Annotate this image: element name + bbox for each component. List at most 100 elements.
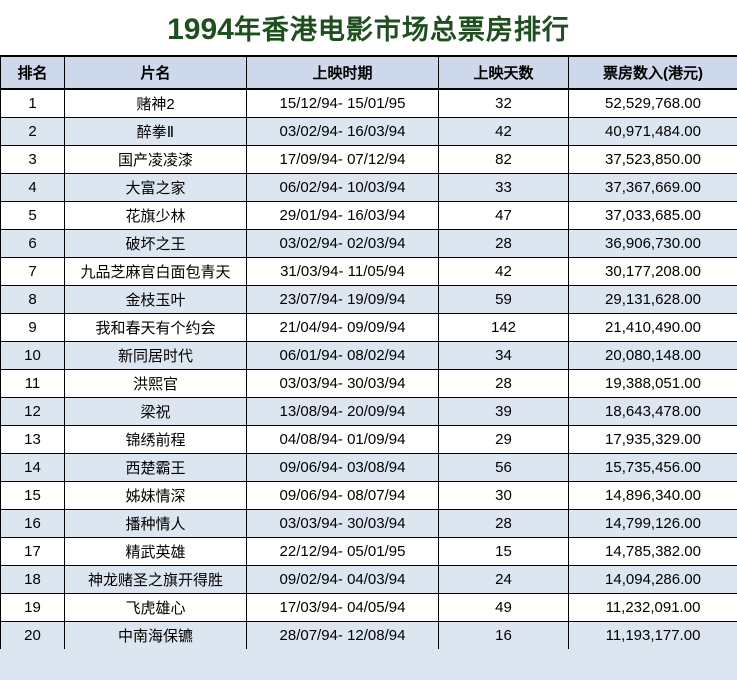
days-shown-cell: 142: [438, 313, 569, 342]
table-body: 1 赌神2 15/12/94- 15/01/95 32 52,529,768.0…: [0, 88, 737, 649]
film-title-cell: 金枝玉叶: [64, 285, 247, 314]
film-title-cell: 花旗少林: [64, 201, 247, 230]
page-title: 1994年香港电影市场总票房排行: [167, 8, 570, 47]
film-title-cell: 神龙赌圣之旗开得胜: [64, 565, 247, 594]
film-title-cell: 九品芝麻官白面包青天: [64, 257, 247, 286]
box-office-cell: 21,410,490.00: [568, 313, 737, 342]
rank-cell: 2: [0, 117, 65, 146]
days-shown-cell: 28: [438, 369, 569, 398]
rank-cell: 15: [0, 481, 65, 510]
table-row: 14 西楚霸王 09/06/94- 03/08/94 56 15,735,456…: [0, 453, 737, 482]
rank-cell: 6: [0, 229, 65, 258]
title-text: 年香港电影市场总票房排行: [233, 15, 570, 45]
rank-cell: 12: [0, 397, 65, 426]
release-period-cell: 21/04/94- 09/09/94: [246, 313, 439, 342]
header-row: 排名 片名 上映时期 上映天数 票房数入(港元): [0, 55, 737, 90]
days-shown-cell: 82: [438, 145, 569, 174]
days-shown-cell: 24: [438, 565, 569, 594]
days-shown-cell: 33: [438, 173, 569, 202]
box-office-cell: 14,094,286.00: [568, 565, 737, 594]
days-shown-cell: 47: [438, 201, 569, 230]
table-row: 10 新同居时代 06/01/94- 08/02/94 34 20,080,14…: [0, 341, 737, 370]
film-title-cell: 梁祝: [64, 397, 247, 426]
table-row: 9 我和春天有个约会 21/04/94- 09/09/94 142 21,410…: [0, 313, 737, 342]
table-row: 18 神龙赌圣之旗开得胜 09/02/94- 04/03/94 24 14,09…: [0, 565, 737, 594]
rank-cell: 13: [0, 425, 65, 454]
box-office-cell: 52,529,768.00: [568, 88, 737, 118]
box-office-cell: 37,033,685.00: [568, 201, 737, 230]
box-office-cell: 18,643,478.00: [568, 397, 737, 426]
film-title-cell: 大富之家: [64, 173, 247, 202]
release-period-cell: 03/02/94- 16/03/94: [246, 117, 439, 146]
table-row: 13 锦绣前程 04/08/94- 01/09/94 29 17,935,329…: [0, 425, 737, 454]
box-office-cell: 11,193,177.00: [568, 621, 737, 649]
rank-cell: 1: [0, 88, 65, 118]
film-title-cell: 中南海保镳: [64, 621, 247, 649]
rank-cell: 8: [0, 285, 65, 314]
days-shown-cell: 30: [438, 481, 569, 510]
box-office-cell: 36,906,730.00: [568, 229, 737, 258]
film-title-cell: 飞虎雄心: [64, 593, 247, 622]
rank-cell: 19: [0, 593, 65, 622]
table-row: 6 破坏之王 03/02/94- 02/03/94 28 36,906,730.…: [0, 229, 737, 258]
release-period-cell: 06/01/94- 08/02/94: [246, 341, 439, 370]
film-title-cell: 姊妹情深: [64, 481, 247, 510]
release-period-cell: 28/07/94- 12/08/94: [246, 621, 439, 649]
days-shown-cell: 59: [438, 285, 569, 314]
box-office-cell: 37,523,850.00: [568, 145, 737, 174]
days-shown-cell: 15: [438, 537, 569, 566]
box-office-cell: 19,388,051.00: [568, 369, 737, 398]
release-period-cell: 17/03/94- 04/05/94: [246, 593, 439, 622]
release-period-cell: 22/12/94- 05/01/95: [246, 537, 439, 566]
table-row: 20 中南海保镳 28/07/94- 12/08/94 16 11,193,17…: [0, 621, 737, 649]
film-title-cell: 精武英雄: [64, 537, 247, 566]
table-row: 16 播种情人 03/03/94- 30/03/94 28 14,799,126…: [0, 509, 737, 538]
release-period-cell: 09/06/94- 03/08/94: [246, 453, 439, 482]
rank-cell: 5: [0, 201, 65, 230]
table-row: 3 国产凌凌漆 17/09/94- 07/12/94 82 37,523,850…: [0, 145, 737, 174]
rank-cell: 10: [0, 341, 65, 370]
film-title-cell: 新同居时代: [64, 341, 247, 370]
release-period-cell: 31/03/94- 11/05/94: [246, 257, 439, 286]
table-row: 7 九品芝麻官白面包青天 31/03/94- 11/05/94 42 30,17…: [0, 257, 737, 286]
page: 1994年香港电影市场总票房排行 排名 片名 上映时期 上映天数 票房数入(港元…: [0, 0, 737, 649]
box-office-cell: 40,971,484.00: [568, 117, 737, 146]
release-period-cell: 15/12/94- 15/01/95: [246, 88, 439, 118]
table-row: 4 大富之家 06/02/94- 10/03/94 33 37,367,669.…: [0, 173, 737, 202]
table-row: 5 花旗少林 29/01/94- 16/03/94 47 37,033,685.…: [0, 201, 737, 230]
film-title-cell: 西楚霸王: [64, 453, 247, 482]
header-cell-period: 上映时期: [246, 55, 439, 90]
box-office-cell: 15,735,456.00: [568, 453, 737, 482]
days-shown-cell: 42: [438, 117, 569, 146]
release-period-cell: 03/03/94- 30/03/94: [246, 509, 439, 538]
film-title-cell: 赌神2: [64, 88, 247, 118]
rank-cell: 9: [0, 313, 65, 342]
release-period-cell: 29/01/94- 16/03/94: [246, 201, 439, 230]
box-office-cell: 29,131,628.00: [568, 285, 737, 314]
table-row: 12 梁祝 13/08/94- 20/09/94 39 18,643,478.0…: [0, 397, 737, 426]
rank-cell: 16: [0, 509, 65, 538]
title-year: 1994: [167, 13, 234, 46]
box-office-cell: 11,232,091.00: [568, 593, 737, 622]
table-row: 1 赌神2 15/12/94- 15/01/95 32 52,529,768.0…: [0, 88, 737, 118]
box-office-cell: 20,080,148.00: [568, 341, 737, 370]
release-period-cell: 06/02/94- 10/03/94: [246, 173, 439, 202]
days-shown-cell: 49: [438, 593, 569, 622]
rank-cell: 17: [0, 537, 65, 566]
box-office-table: 排名 片名 上映时期 上映天数 票房数入(港元) 1 赌神2 15/12/94-…: [0, 55, 737, 649]
table-row: 17 精武英雄 22/12/94- 05/01/95 15 14,785,382…: [0, 537, 737, 566]
release-period-cell: 04/08/94- 01/09/94: [246, 425, 439, 454]
rank-cell: 20: [0, 621, 65, 649]
header-cell-rank: 排名: [0, 55, 65, 90]
header-cell-title: 片名: [64, 55, 247, 90]
days-shown-cell: 56: [438, 453, 569, 482]
box-office-cell: 14,785,382.00: [568, 537, 737, 566]
table-row: 15 姊妹情深 09/06/94- 08/07/94 30 14,896,340…: [0, 481, 737, 510]
box-office-cell: 30,177,208.00: [568, 257, 737, 286]
table-row: 11 洪熙官 03/03/94- 30/03/94 28 19,388,051.…: [0, 369, 737, 398]
release-period-cell: 23/07/94- 19/09/94: [246, 285, 439, 314]
header-cell-days: 上映天数: [438, 55, 569, 90]
film-title-cell: 醉拳Ⅱ: [64, 117, 247, 146]
film-title-cell: 锦绣前程: [64, 425, 247, 454]
table-row: 19 飞虎雄心 17/03/94- 04/05/94 49 11,232,091…: [0, 593, 737, 622]
